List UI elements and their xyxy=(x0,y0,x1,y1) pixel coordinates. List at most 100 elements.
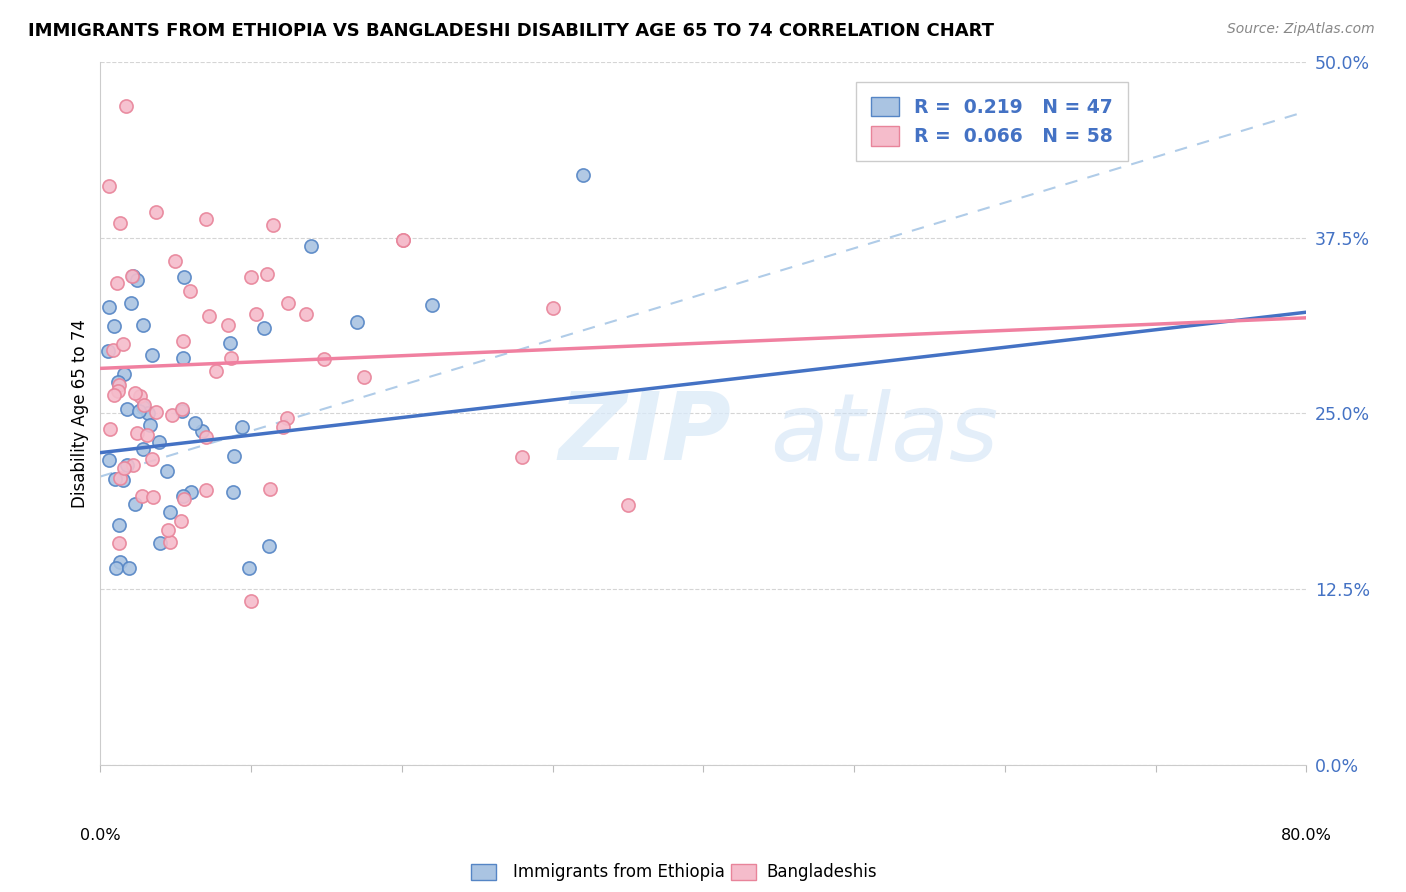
Point xyxy=(218,336,240,351)
Point xyxy=(180,484,202,499)
Point xyxy=(124,385,146,400)
Point xyxy=(157,523,180,537)
Point xyxy=(134,398,156,412)
Y-axis label: Disability Age 65 to 74: Disability Age 65 to 74 xyxy=(72,318,89,508)
Point xyxy=(108,555,131,569)
Point xyxy=(132,401,155,415)
Point xyxy=(159,504,181,518)
Point xyxy=(118,561,141,575)
Point xyxy=(98,422,121,436)
Text: 0.0%: 0.0% xyxy=(80,828,121,843)
Point xyxy=(204,364,226,378)
Legend: R =  0.219   N = 47, R =  0.066   N = 58: R = 0.219 N = 47, R = 0.066 N = 58 xyxy=(856,82,1128,161)
Point xyxy=(312,351,335,366)
Point xyxy=(145,205,167,219)
Point xyxy=(259,482,281,496)
Point xyxy=(295,307,318,321)
Point xyxy=(541,301,564,316)
Point xyxy=(173,492,195,507)
Point xyxy=(97,179,120,194)
Point xyxy=(222,485,245,500)
Point xyxy=(512,450,534,464)
Point xyxy=(617,498,640,512)
Point xyxy=(392,233,415,247)
Point xyxy=(121,268,143,283)
Text: ZIP: ZIP xyxy=(558,388,731,481)
Text: Source: ZipAtlas.com: Source: ZipAtlas.com xyxy=(1227,22,1375,37)
Point xyxy=(103,319,125,334)
Point xyxy=(194,430,217,444)
Point xyxy=(111,473,134,487)
Point xyxy=(141,348,163,362)
Point xyxy=(103,387,125,401)
Point xyxy=(197,310,219,324)
Point xyxy=(112,460,135,475)
Point xyxy=(195,483,218,497)
Point xyxy=(159,535,181,549)
Point xyxy=(195,212,218,227)
Point xyxy=(125,426,148,441)
Point xyxy=(128,404,150,418)
Point xyxy=(120,296,142,310)
Point xyxy=(353,369,375,384)
Point xyxy=(131,442,153,457)
Point xyxy=(276,410,298,425)
Text: Bangladeshis: Bangladeshis xyxy=(766,863,877,881)
Point xyxy=(172,489,194,503)
Point xyxy=(122,269,145,284)
Point xyxy=(165,253,187,268)
Point xyxy=(107,384,129,399)
Point xyxy=(572,168,595,182)
Point xyxy=(262,218,284,232)
Point xyxy=(183,416,205,430)
Point xyxy=(107,378,129,392)
Point xyxy=(299,239,322,253)
Point xyxy=(253,321,276,335)
Point xyxy=(105,276,128,290)
Point xyxy=(222,450,245,464)
Point xyxy=(112,367,135,381)
Point xyxy=(179,284,201,298)
Point xyxy=(98,452,121,467)
Text: atlas: atlas xyxy=(769,389,998,480)
Text: IMMIGRANTS FROM ETHIOPIA VS BANGLADESHI DISABILITY AGE 65 TO 74 CORRELATION CHAR: IMMIGRANTS FROM ETHIOPIA VS BANGLADESHI … xyxy=(28,22,994,40)
Point xyxy=(145,404,167,418)
Point xyxy=(240,593,263,607)
Point xyxy=(170,402,193,417)
Point xyxy=(141,451,163,466)
Point xyxy=(117,401,139,416)
Point xyxy=(108,536,131,550)
Point xyxy=(256,267,278,281)
Point xyxy=(115,99,138,113)
Point xyxy=(172,351,194,366)
Point xyxy=(245,306,267,320)
Point xyxy=(148,536,170,550)
Point xyxy=(139,418,162,433)
Point xyxy=(105,561,128,575)
Point xyxy=(231,420,253,434)
Point xyxy=(142,490,165,504)
Point xyxy=(124,497,146,511)
Point xyxy=(107,518,129,533)
Text: 80.0%: 80.0% xyxy=(1281,828,1331,843)
Point xyxy=(392,233,415,247)
Point xyxy=(98,300,121,314)
Point xyxy=(148,434,170,449)
Point xyxy=(156,464,179,478)
Point xyxy=(271,420,294,434)
Point xyxy=(173,270,195,285)
Point xyxy=(132,318,155,333)
Point xyxy=(107,375,129,389)
Point xyxy=(115,458,138,472)
Point xyxy=(160,409,183,423)
Point xyxy=(172,334,194,349)
Point xyxy=(125,273,148,287)
Point xyxy=(122,458,145,473)
Point xyxy=(170,404,193,418)
Point xyxy=(218,318,240,332)
Point xyxy=(97,344,120,359)
Point xyxy=(420,298,443,312)
Point xyxy=(170,514,193,528)
Point xyxy=(239,269,262,284)
Point xyxy=(219,351,242,365)
